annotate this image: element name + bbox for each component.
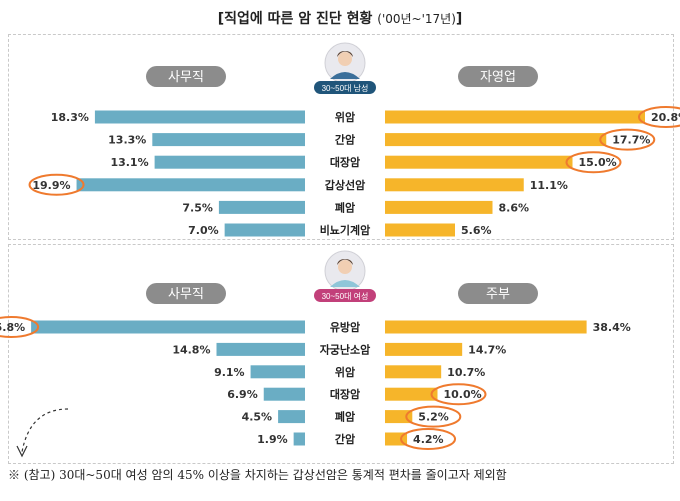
bar-left — [278, 410, 305, 424]
value-label-left: 4.5% — [242, 411, 273, 424]
category-label: 위암 — [335, 366, 355, 379]
avatar-body — [330, 280, 360, 287]
title-period: ('00년~'17년) — [377, 12, 456, 26]
group-label-left: 사무직 — [168, 287, 204, 302]
bar-right — [385, 320, 587, 334]
badge-pill — [314, 289, 376, 302]
bar-left — [293, 432, 305, 446]
category-label: 간암 — [335, 432, 355, 446]
category-label: 폐암 — [335, 410, 355, 424]
bar-right — [385, 342, 463, 356]
highlight-ellipse-right — [565, 151, 622, 174]
highlight-ellipse-right — [430, 383, 487, 406]
bar-left — [31, 320, 306, 334]
title-main: [직업에 따른 암 진단 현황 — [217, 11, 373, 27]
bar-right — [385, 223, 455, 237]
category-label: 대장암 — [330, 155, 360, 169]
value-label-right: 11.1% — [530, 179, 568, 192]
avatar-hair — [337, 51, 353, 57]
bar-right — [385, 133, 607, 147]
value-label-right: 8.6% — [499, 201, 530, 214]
value-label-right: 20.8% — [651, 111, 680, 124]
value-label-left: 19.9% — [32, 179, 70, 192]
highlight-ellipse-left — [0, 316, 40, 338]
badge-label: 30~50대 여성 — [322, 291, 369, 301]
value-label-right: 5.6% — [461, 224, 492, 237]
bar-right — [385, 200, 493, 214]
highlight-ellipse-right — [599, 128, 656, 151]
female-panel — [8, 244, 674, 464]
category-label: 간암 — [335, 133, 355, 147]
value-label-left: 13.1% — [110, 156, 148, 169]
group-pill-right — [458, 66, 538, 87]
male-panel — [8, 34, 674, 240]
badge-pill — [314, 81, 376, 94]
avatar-face — [338, 260, 352, 274]
value-label-left: 9.1% — [214, 366, 245, 379]
bar-left — [94, 110, 305, 124]
value-label-right: 5.2% — [418, 411, 449, 424]
footnote: ※ (참고) 30대~50대 여성 암의 45% 이상을 차지하는 갑상선암은 … — [8, 468, 507, 482]
bar-right — [385, 365, 442, 379]
group-label-right: 주부 — [486, 287, 510, 302]
category-label: 대장암 — [330, 387, 360, 401]
value-label-right: 17.7% — [612, 134, 650, 147]
avatar-face — [338, 52, 352, 66]
bar-right — [385, 410, 413, 424]
badge-label: 30~50대 남성 — [322, 84, 369, 93]
title-close: ] — [455, 11, 463, 27]
avatar-hair — [337, 259, 353, 265]
value-label-left: 7.5% — [182, 201, 213, 214]
category-label: 위암 — [335, 111, 355, 124]
value-label-left: 7.0% — [188, 224, 219, 237]
value-label-right: 38.4% — [593, 321, 631, 334]
chart-title: [직업에 따른 암 진단 현황 ('00년~'17년)] — [0, 8, 680, 28]
bar-left — [263, 387, 305, 401]
bar-left — [154, 155, 305, 169]
highlight-ellipse-left — [28, 173, 85, 196]
group-pill-right — [458, 283, 538, 304]
group-label-right: 자영업 — [480, 70, 516, 85]
value-label-right: 10.7% — [447, 366, 485, 379]
value-label-left: 45.8% — [0, 321, 25, 334]
highlight-ellipse-right — [638, 106, 680, 128]
category-label: 자궁난소암 — [320, 342, 371, 356]
category-label: 비뇨기계암 — [320, 223, 371, 237]
value-label-right: 15.0% — [579, 156, 617, 169]
dashed-arrow-curve — [21, 408, 69, 453]
value-label-left: 18.3% — [51, 111, 89, 124]
bar-right — [385, 387, 438, 401]
bar-left — [76, 178, 305, 192]
value-label-right: 14.7% — [468, 343, 506, 356]
bar-left — [250, 365, 305, 379]
avatar-body — [330, 72, 360, 79]
bar-right — [385, 155, 573, 169]
value-label-left: 1.9% — [257, 433, 288, 446]
bar-left — [216, 342, 305, 356]
dashed-arrow-head — [16, 445, 28, 458]
bar-left — [218, 200, 305, 214]
bar-left — [152, 133, 305, 147]
bar-right — [385, 178, 524, 192]
value-label-left: 14.8% — [172, 343, 210, 356]
highlight-ellipse-right — [405, 405, 462, 428]
group-label-left: 사무직 — [168, 70, 204, 85]
category-label: 갑상선암 — [325, 178, 365, 192]
group-pill-left — [146, 66, 226, 87]
value-label-left: 6.9% — [227, 388, 258, 401]
bar-right — [385, 110, 645, 124]
bar-left — [224, 223, 305, 237]
value-label-right: 4.2% — [413, 433, 444, 446]
category-label: 유방암 — [330, 320, 360, 334]
highlight-ellipse-right — [400, 428, 457, 450]
group-pill-left — [146, 283, 226, 304]
value-label-right: 10.0% — [444, 388, 482, 401]
value-label-left: 13.3% — [108, 134, 146, 147]
category-label: 폐암 — [335, 200, 355, 214]
